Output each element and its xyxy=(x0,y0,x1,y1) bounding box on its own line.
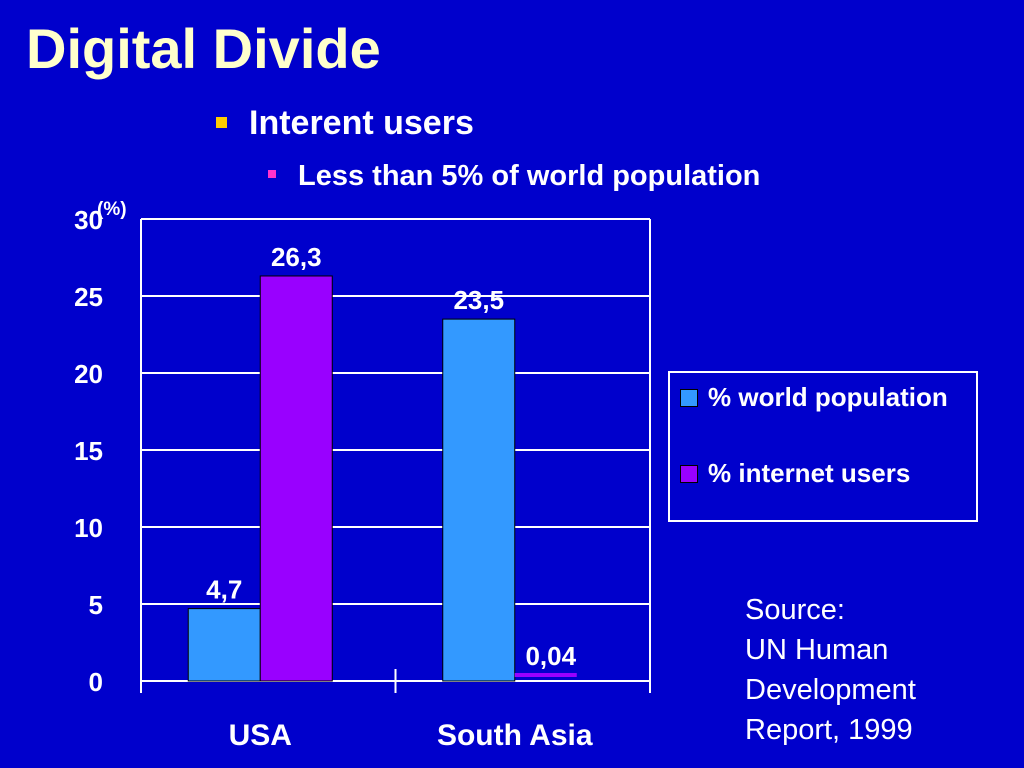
legend-label: % internet users xyxy=(708,458,911,488)
legend-swatch xyxy=(680,465,698,483)
data-label: 4,7 xyxy=(206,575,242,605)
bar xyxy=(187,608,261,682)
data-label: 23,5 xyxy=(453,285,504,315)
source-line: UN Human xyxy=(745,634,889,667)
bullet-level-1-text: Interent users xyxy=(249,104,474,142)
y-tick-label: 10 xyxy=(74,513,103,543)
x-tick-label: USA xyxy=(229,719,292,752)
data-label: 26,3 xyxy=(271,242,322,272)
square-bullet-icon xyxy=(216,116,227,128)
y-tick-label: 20 xyxy=(74,359,103,389)
bullet-level-2: Less than 5% of world population xyxy=(268,160,760,193)
bar xyxy=(442,318,516,682)
y-tick-label: 15 xyxy=(74,436,103,466)
y-tick-label: 30 xyxy=(74,205,103,235)
square-bullet-icon xyxy=(268,170,276,179)
chart-legend: % world population % internet users xyxy=(668,371,978,522)
slide-title: Digital Divide xyxy=(26,17,381,80)
legend-swatch xyxy=(680,389,698,407)
y-axis-label: (%) xyxy=(97,199,127,220)
y-tick-label: 5 xyxy=(89,590,103,620)
source-line: Development xyxy=(745,674,916,707)
y-tick-label: 25 xyxy=(74,282,103,312)
source-line: Source: xyxy=(745,594,845,626)
legend-entry: % world population xyxy=(680,381,978,415)
x-tick-label: South Asia xyxy=(437,719,593,752)
data-label: 0,04 xyxy=(525,641,576,671)
source-note: Source: UN Human Development Report, 199… xyxy=(745,590,916,750)
bar xyxy=(259,275,333,682)
legend-entry: % internet users xyxy=(680,457,978,491)
y-tick-label: 0 xyxy=(89,667,103,697)
bullet-level-1: Interent users xyxy=(216,104,474,143)
source-line: Report, 1999 xyxy=(745,714,913,747)
bullet-level-2-text: Less than 5% of world population xyxy=(298,160,761,192)
legend-label: % world population xyxy=(708,382,948,412)
